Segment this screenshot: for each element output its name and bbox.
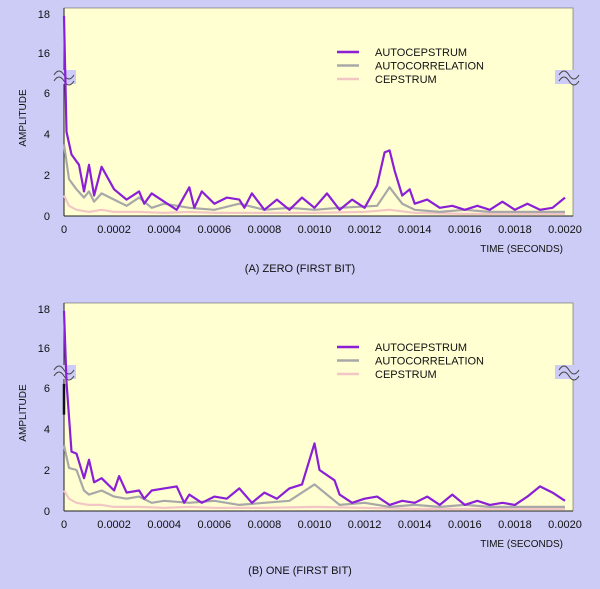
axis-break-right-icon: [558, 365, 580, 381]
series-line-cepstrum: [63, 489, 565, 510]
axis-break-left-icon: [53, 365, 75, 381]
x-tick-label: 0.0006: [197, 519, 231, 531]
x-tick-label: 0.0006: [197, 224, 231, 236]
x-tick-label: 0.0016: [448, 519, 482, 531]
x-tick-label: 0.0004: [147, 519, 181, 531]
x-tick-label: 0.0020: [548, 519, 582, 531]
y-tick-label: 0: [44, 211, 50, 223]
legend-label-autocepstrum: AUTOCEPSTRUM: [375, 47, 467, 59]
y-tick-label: 4: [44, 424, 50, 436]
series-line-autocepstrum: [62, 15, 566, 211]
legend-label-cepstrum: CEPSTRUM: [375, 74, 437, 86]
x-tick-label: 0.0010: [298, 519, 332, 531]
y-axis-label: AMPLITUDE: [18, 384, 29, 442]
series-line-cepstrum: [63, 195, 565, 215]
y-tick-label: 18: [38, 9, 50, 21]
axis-break-left-icon: [53, 70, 75, 86]
axis-break-mask-left: [52, 365, 76, 379]
x-tick-label: 0.0012: [348, 519, 382, 531]
chart-panel-one: 0 2 4 6 16 18 0 0.0002 0.0004 0.0006 0.0008 0.0010 0…: [18, 302, 589, 577]
x-tick-label: 0.0014: [398, 224, 432, 236]
y-tick-label: 18: [38, 304, 50, 316]
axis-break-mask-right: [555, 365, 589, 379]
panel-caption: (A) ZERO (FIRST BIT): [245, 263, 355, 275]
x-tick-label: 0.0018: [498, 519, 532, 531]
y-tick-label: 6: [44, 88, 50, 100]
y-tick-label: 2: [44, 465, 50, 477]
x-tick-label: 0.0004: [147, 224, 181, 236]
series-line-autocepstrum: [62, 310, 566, 506]
chart-panel-zero: 0 2 4 6 16 18 0 0.0002 0.0004 0.0006 0.0008 0.0010 0…: [18, 7, 589, 275]
axis-break-mask-left: [52, 70, 76, 84]
x-tick-label: 0.0008: [248, 224, 282, 236]
y-tick-label: 16: [38, 343, 50, 355]
x-tick-label: 0.0014: [398, 519, 432, 531]
series-line-autocorrelation: [62, 144, 565, 213]
x-tick-label: 0.0008: [248, 519, 282, 531]
y-tick-label: 0: [44, 506, 50, 518]
x-tick-label: 0: [61, 519, 67, 531]
x-tick-label: 0.0002: [97, 519, 131, 531]
series-line-autocorrelation: [62, 445, 565, 508]
y-tick-label: 6: [44, 383, 50, 395]
legend-label-cepstrum: CEPSTRUM: [375, 369, 437, 381]
legend-label-autocepstrum: AUTOCEPSTRUM: [375, 342, 467, 354]
legend-label-autocorrelation: AUTOCORRELATION: [375, 61, 484, 73]
y-axis-label: AMPLITUDE: [18, 89, 29, 147]
x-tick-label: 0.0010: [298, 224, 332, 236]
x-tick-label: 0.0012: [348, 224, 382, 236]
x-tick-label: 0.0016: [448, 224, 482, 236]
plot-area: [63, 302, 574, 512]
x-axis-label: TIME (SECONDS): [480, 244, 563, 255]
x-tick-label: 0: [61, 224, 67, 236]
axis-break-right-icon: [558, 70, 580, 86]
x-tick-label: 0.0020: [548, 224, 582, 236]
legend-label-autocorrelation: AUTOCORRELATION: [375, 356, 484, 368]
panel-caption: (B) ONE (FIRST BIT): [248, 565, 352, 577]
x-axis-label: TIME (SECONDS): [480, 539, 563, 550]
x-tick-label: 0.0018: [498, 224, 532, 236]
plot-area: [63, 7, 574, 217]
axis-break-mask-right: [555, 70, 589, 84]
x-tick-label: 0.0002: [97, 224, 131, 236]
y-tick-label: 16: [38, 48, 50, 60]
y-tick-label: 4: [44, 129, 50, 141]
y-tick-label: 2: [44, 170, 50, 182]
